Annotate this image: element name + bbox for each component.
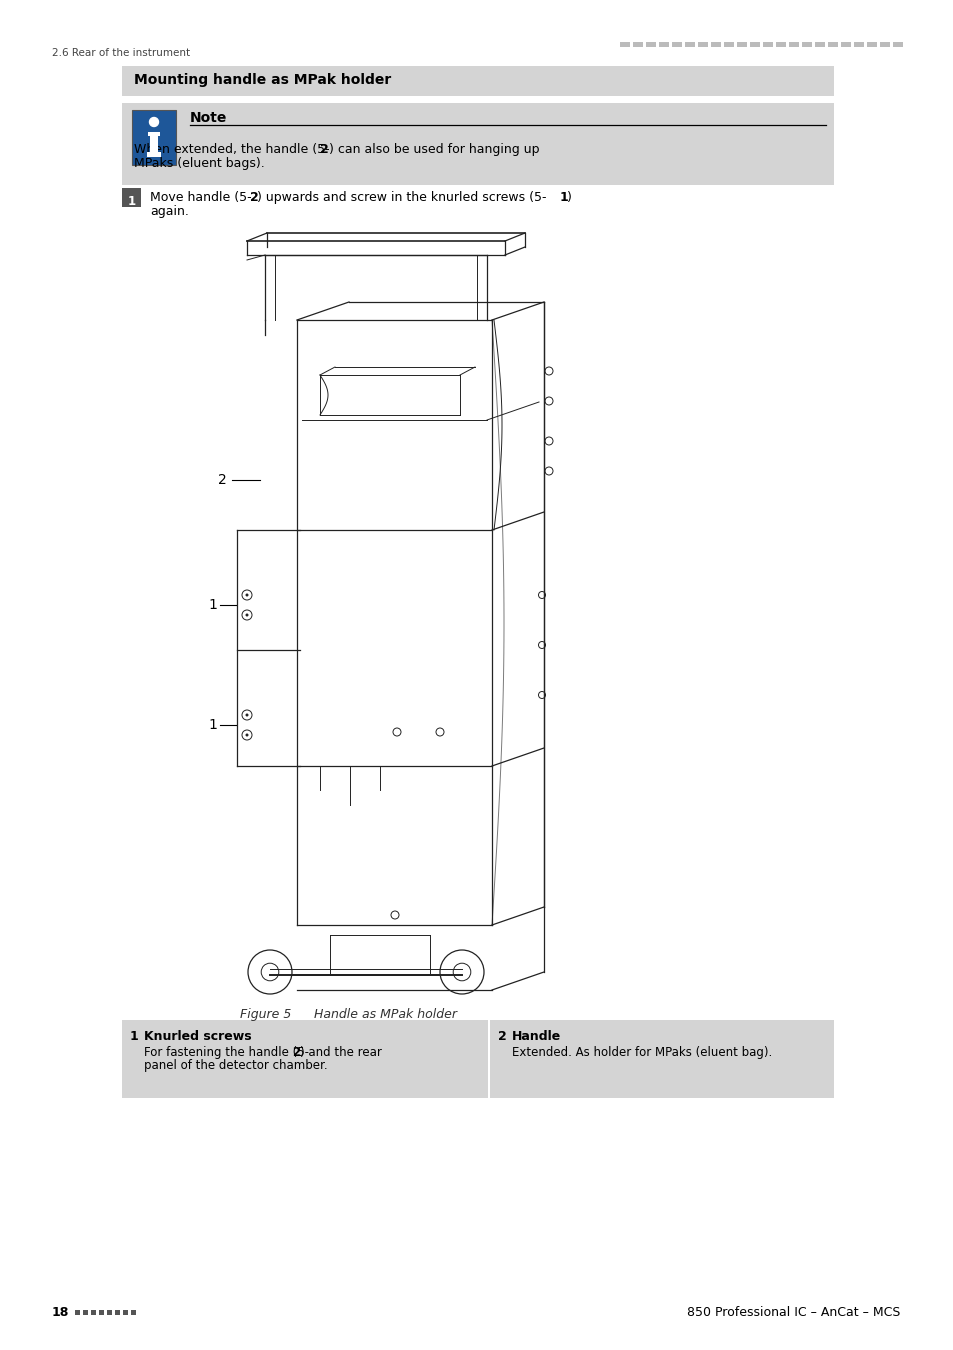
- Text: 2: 2: [250, 190, 258, 204]
- Text: Extended. As holder for MPaks (eluent bag).: Extended. As holder for MPaks (eluent ba…: [512, 1046, 771, 1058]
- FancyBboxPatch shape: [122, 188, 141, 207]
- FancyBboxPatch shape: [147, 153, 161, 157]
- FancyBboxPatch shape: [737, 42, 746, 47]
- FancyBboxPatch shape: [122, 103, 833, 185]
- Circle shape: [245, 714, 248, 717]
- Text: For fastening the handle (5-: For fastening the handle (5-: [144, 1046, 309, 1058]
- Text: Move handle (5-: Move handle (5-: [150, 190, 252, 204]
- FancyBboxPatch shape: [132, 109, 175, 165]
- Text: 1: 1: [130, 1030, 138, 1044]
- Text: ): ): [566, 190, 571, 204]
- Text: ) upwards and screw in the knurled screws (5-: ) upwards and screw in the knurled screw…: [256, 190, 546, 204]
- FancyBboxPatch shape: [853, 42, 863, 47]
- Text: 2: 2: [218, 472, 227, 487]
- Text: 1: 1: [128, 194, 135, 208]
- Text: 1: 1: [559, 190, 568, 204]
- FancyBboxPatch shape: [115, 1310, 120, 1315]
- Text: Note: Note: [190, 111, 227, 126]
- Text: 1: 1: [208, 718, 216, 732]
- FancyBboxPatch shape: [619, 42, 629, 47]
- Text: Knurled screws: Knurled screws: [144, 1030, 252, 1044]
- Text: 2: 2: [292, 1046, 300, 1058]
- FancyBboxPatch shape: [150, 134, 158, 157]
- Text: Mounting handle as MPak holder: Mounting handle as MPak holder: [133, 73, 391, 86]
- FancyBboxPatch shape: [123, 1310, 128, 1315]
- FancyBboxPatch shape: [710, 42, 720, 47]
- Text: MPaks (eluent bags).: MPaks (eluent bags).: [133, 157, 265, 170]
- FancyBboxPatch shape: [107, 1310, 112, 1315]
- FancyBboxPatch shape: [91, 1310, 96, 1315]
- FancyBboxPatch shape: [827, 42, 837, 47]
- FancyBboxPatch shape: [131, 1310, 136, 1315]
- Text: ) and the rear: ) and the rear: [299, 1046, 381, 1058]
- Text: panel of the detector chamber.: panel of the detector chamber.: [144, 1058, 327, 1072]
- Text: Handle as MPak holder: Handle as MPak holder: [297, 1008, 456, 1021]
- Text: ) can also be used for hanging up: ) can also be used for hanging up: [329, 143, 539, 157]
- FancyBboxPatch shape: [841, 42, 850, 47]
- FancyBboxPatch shape: [684, 42, 695, 47]
- FancyBboxPatch shape: [775, 42, 785, 47]
- Circle shape: [245, 733, 248, 737]
- FancyBboxPatch shape: [723, 42, 733, 47]
- FancyBboxPatch shape: [148, 132, 160, 136]
- Text: Handle: Handle: [512, 1030, 560, 1044]
- FancyBboxPatch shape: [814, 42, 824, 47]
- FancyBboxPatch shape: [892, 42, 902, 47]
- Text: 1: 1: [208, 598, 216, 612]
- FancyBboxPatch shape: [75, 1310, 80, 1315]
- Circle shape: [245, 613, 248, 617]
- Circle shape: [245, 594, 248, 597]
- FancyBboxPatch shape: [749, 42, 760, 47]
- FancyBboxPatch shape: [83, 1310, 88, 1315]
- Text: 2: 2: [319, 143, 329, 157]
- FancyBboxPatch shape: [801, 42, 811, 47]
- Text: 2: 2: [497, 1030, 506, 1044]
- Text: Figure 5: Figure 5: [240, 1008, 291, 1021]
- Circle shape: [150, 117, 158, 127]
- FancyBboxPatch shape: [122, 1021, 488, 1098]
- Text: 2.6 Rear of the instrument: 2.6 Rear of the instrument: [52, 49, 190, 58]
- FancyBboxPatch shape: [762, 42, 772, 47]
- FancyBboxPatch shape: [659, 42, 668, 47]
- Text: 850 Professional IC – AnCat – MCS: 850 Professional IC – AnCat – MCS: [686, 1305, 899, 1319]
- FancyBboxPatch shape: [698, 42, 707, 47]
- FancyBboxPatch shape: [671, 42, 681, 47]
- FancyBboxPatch shape: [788, 42, 799, 47]
- Text: again.: again.: [150, 205, 189, 217]
- FancyBboxPatch shape: [99, 1310, 104, 1315]
- FancyBboxPatch shape: [645, 42, 656, 47]
- Text: 18: 18: [52, 1305, 70, 1319]
- FancyBboxPatch shape: [122, 66, 833, 96]
- FancyBboxPatch shape: [633, 42, 642, 47]
- Text: When extended, the handle (5-: When extended, the handle (5-: [133, 143, 330, 157]
- FancyBboxPatch shape: [866, 42, 876, 47]
- FancyBboxPatch shape: [490, 1021, 833, 1098]
- FancyBboxPatch shape: [879, 42, 889, 47]
